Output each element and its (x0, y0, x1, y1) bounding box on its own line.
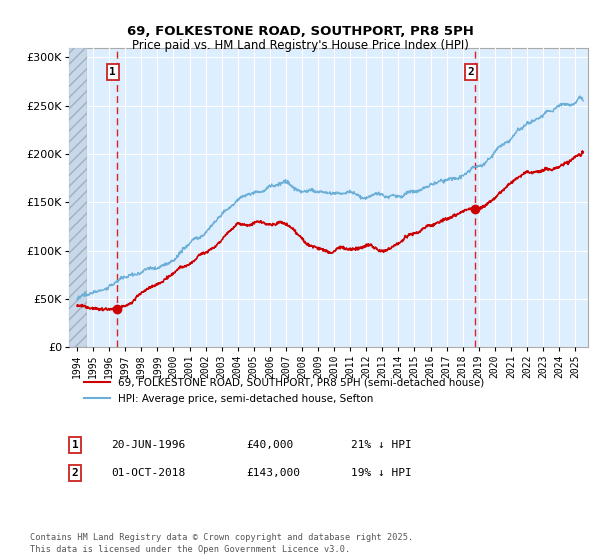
Text: 01-OCT-2018: 01-OCT-2018 (111, 468, 185, 478)
Text: 69, FOLKESTONE ROAD, SOUTHPORT, PR8 5PH: 69, FOLKESTONE ROAD, SOUTHPORT, PR8 5PH (127, 25, 473, 38)
Text: 2: 2 (71, 468, 79, 478)
Text: 19% ↓ HPI: 19% ↓ HPI (351, 468, 412, 478)
Text: £143,000: £143,000 (246, 468, 300, 478)
Text: 2: 2 (467, 67, 474, 77)
Text: Contains HM Land Registry data © Crown copyright and database right 2025.
This d: Contains HM Land Registry data © Crown c… (30, 533, 413, 554)
Text: 21% ↓ HPI: 21% ↓ HPI (351, 440, 412, 450)
Legend: 69, FOLKESTONE ROAD, SOUTHPORT, PR8 5PH (semi-detached house), HPI: Average pric: 69, FOLKESTONE ROAD, SOUTHPORT, PR8 5PH … (79, 374, 488, 408)
Bar (69, 48, 86, 347)
Bar (69, 48, 86, 347)
Text: 1: 1 (109, 67, 116, 77)
Text: 20-JUN-1996: 20-JUN-1996 (111, 440, 185, 450)
Text: 1: 1 (71, 440, 79, 450)
Text: £40,000: £40,000 (246, 440, 293, 450)
Text: Price paid vs. HM Land Registry's House Price Index (HPI): Price paid vs. HM Land Registry's House … (131, 39, 469, 52)
